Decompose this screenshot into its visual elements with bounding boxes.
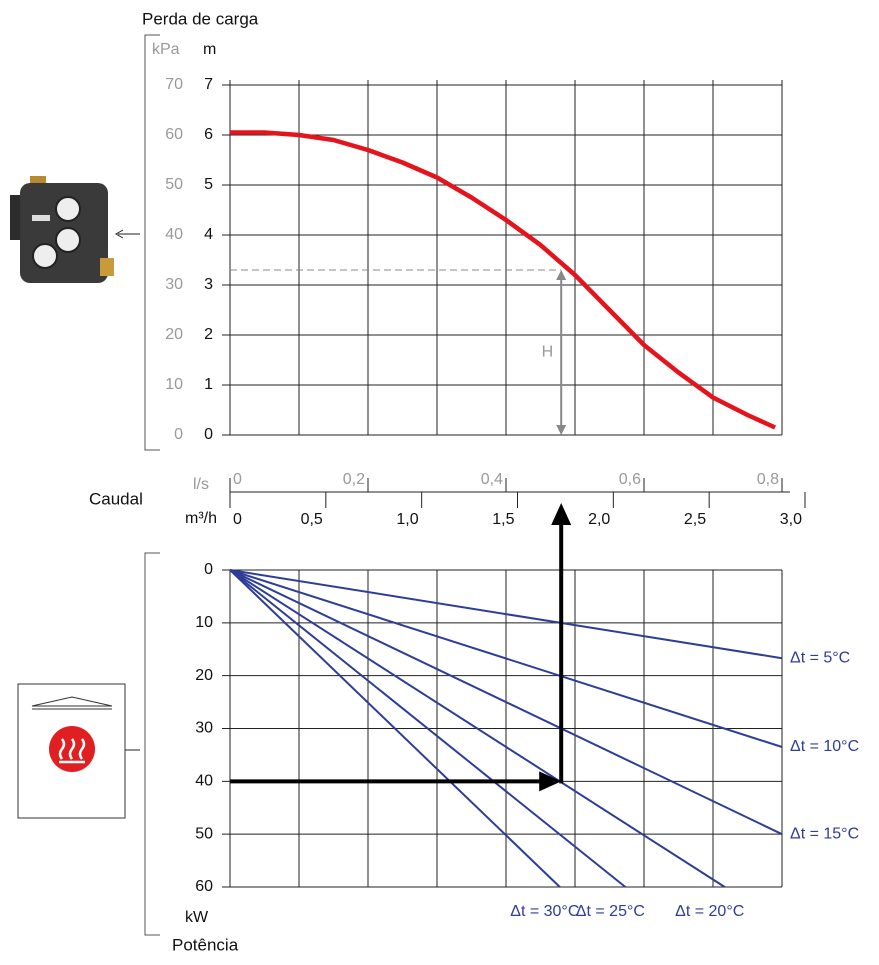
x2-tick-label: 2,0 bbox=[588, 511, 610, 528]
x2-tick-label: 2,5 bbox=[684, 511, 706, 528]
power-line bbox=[229, 569, 783, 748]
y2-tick-label: 30 bbox=[165, 276, 183, 293]
y-tick-label: 10 bbox=[195, 614, 213, 631]
y2-tick-label: 40 bbox=[165, 226, 183, 243]
y-tick-label: 0 bbox=[204, 426, 213, 443]
x-tick-label: 0,6 bbox=[619, 471, 641, 488]
x-tick-label: 0,2 bbox=[343, 471, 365, 488]
x2-tick-label: 1,5 bbox=[492, 511, 514, 528]
series-label: Δt = 20°C bbox=[675, 903, 744, 920]
arrow bbox=[114, 229, 140, 239]
y-tick-label: 1 bbox=[204, 376, 213, 393]
series-label: Δt = 15°C bbox=[790, 825, 859, 842]
y-tick-label: 4 bbox=[204, 226, 213, 243]
power-line bbox=[229, 569, 626, 888]
y2-tick-label: 10 bbox=[165, 376, 183, 393]
bracket bbox=[144, 552, 160, 936]
bracket bbox=[144, 34, 160, 451]
y-tick-label: 7 bbox=[204, 76, 213, 93]
series-label: Δt = 5°C bbox=[790, 649, 850, 666]
chart-title: Potência bbox=[172, 935, 239, 954]
y-tick-label: 50 bbox=[195, 825, 213, 842]
y-tick-label: 40 bbox=[195, 773, 213, 790]
heater-icon bbox=[17, 683, 126, 819]
x2-tick-label: 1,0 bbox=[396, 511, 418, 528]
y2-tick-label: 70 bbox=[165, 76, 183, 93]
y-tick-label: 2 bbox=[204, 326, 213, 343]
arrow-head bbox=[539, 771, 562, 792]
x-unit: l/s bbox=[193, 476, 209, 493]
y2-tick-label: 20 bbox=[165, 326, 183, 343]
power-line bbox=[229, 569, 783, 836]
y2-tick-label: 60 bbox=[165, 126, 183, 143]
x-tick-label: 0,8 bbox=[757, 471, 779, 488]
y-tick-label: 0 bbox=[204, 561, 213, 578]
y2-tick-label: 50 bbox=[165, 176, 183, 193]
pump-curve bbox=[230, 130, 777, 430]
x2-tick-label: 3,0 bbox=[780, 511, 802, 528]
series-label: Δt = 30°C bbox=[510, 903, 579, 920]
series-label: Δt = 10°C bbox=[790, 738, 859, 755]
y-tick-label: 20 bbox=[195, 667, 213, 684]
chart-title: Perda de carga bbox=[142, 9, 259, 28]
x-tick-label: 0 bbox=[233, 471, 242, 488]
annotation: H bbox=[542, 344, 554, 361]
x-tick-label: 0,4 bbox=[481, 471, 503, 488]
y2-tick-label: 0 bbox=[174, 426, 183, 443]
x2-tick-label: 0 bbox=[233, 511, 242, 528]
y-tick-label: 3 bbox=[204, 276, 213, 293]
y-axis-label: kW bbox=[185, 909, 209, 926]
x-axis-label: Caudal bbox=[89, 489, 143, 508]
y2-axis-label: kPa bbox=[152, 41, 180, 58]
series-label: Δt = 25°C bbox=[576, 903, 645, 920]
y-axis-label: m bbox=[203, 41, 216, 58]
arrow-head bbox=[551, 503, 572, 525]
y-tick-label: 60 bbox=[195, 878, 213, 895]
power-line bbox=[229, 569, 561, 888]
x2-unit: m³/h bbox=[185, 510, 217, 527]
valve-icon bbox=[10, 176, 114, 283]
x2-tick-label: 0,5 bbox=[301, 511, 323, 528]
y-tick-label: 6 bbox=[204, 126, 213, 143]
power-line bbox=[229, 569, 783, 660]
power-line bbox=[229, 569, 726, 888]
y-tick-label: 5 bbox=[204, 176, 213, 193]
y-tick-label: 30 bbox=[195, 720, 213, 737]
